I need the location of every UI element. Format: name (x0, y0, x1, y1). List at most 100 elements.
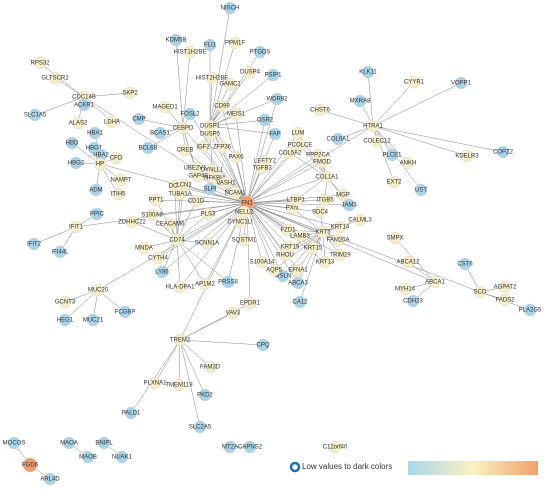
node-label: KLK11 (359, 70, 377, 76)
edge (83, 92, 131, 98)
node-label: HBD (66, 141, 79, 147)
node-label: COPZ2 (493, 150, 514, 156)
node (342, 198, 356, 212)
edge (83, 96, 248, 204)
node-label: EFNA1 (288, 268, 308, 274)
node (115, 450, 129, 464)
node-label: PPP2CA (306, 153, 330, 159)
node (366, 119, 380, 133)
node-label: FOSL2 (180, 112, 200, 118)
node (428, 275, 442, 289)
node (496, 145, 510, 159)
edge (179, 193, 248, 204)
edge (209, 77, 213, 127)
node (183, 107, 197, 121)
node (498, 280, 512, 294)
node-label: IFI44L (51, 250, 69, 256)
node-label: KDM5B (166, 38, 187, 44)
node-label: SQSTM1 (232, 238, 257, 244)
node-label: NUAK1 (112, 455, 133, 461)
edge (299, 231, 324, 303)
node (198, 388, 212, 402)
node-label: CMP (132, 117, 145, 123)
edge (372, 82, 462, 127)
legend-icon (289, 461, 301, 473)
edge (246, 176, 328, 204)
edge (209, 119, 266, 127)
node (268, 127, 282, 141)
node (331, 132, 345, 146)
node-label: HIST1H2BE (174, 50, 207, 56)
edge (209, 42, 236, 127)
node (226, 306, 240, 320)
node-label: DCT (169, 184, 182, 190)
node (278, 248, 292, 262)
node (196, 140, 210, 154)
node (137, 241, 151, 255)
node (77, 98, 91, 112)
node (388, 231, 402, 245)
edge (130, 339, 181, 414)
edge (372, 125, 504, 153)
node (170, 233, 184, 247)
node-label: CEBPD (173, 126, 194, 132)
node (228, 36, 242, 50)
edge (394, 237, 436, 283)
node-label: HBA1 (87, 131, 103, 137)
edge (75, 202, 248, 228)
node-label: CFD (110, 156, 123, 162)
node-label: PXN (286, 206, 298, 212)
node (153, 126, 167, 140)
node (293, 138, 307, 152)
node (208, 171, 222, 185)
node (124, 406, 138, 420)
node-label: PAX6 (229, 155, 245, 161)
node (71, 116, 85, 130)
node (173, 333, 187, 347)
node-label: HBG2 (68, 161, 85, 167)
node (223, 440, 237, 454)
node (215, 99, 229, 113)
node (243, 440, 257, 454)
node-label: NFKBIA (204, 176, 226, 182)
node-label: DUSP1 (200, 124, 221, 130)
edge (209, 71, 251, 127)
node-label: MGP (336, 193, 350, 199)
node-label: MSLN (275, 274, 292, 280)
edge (273, 231, 324, 271)
node (118, 305, 132, 319)
node (523, 303, 537, 317)
edge (235, 156, 248, 204)
edge (34, 96, 85, 116)
node (237, 233, 251, 247)
node (333, 248, 347, 262)
edge (176, 239, 206, 285)
node-label: TREM2 (170, 338, 191, 344)
node-label: SLPI (203, 187, 216, 193)
edge (246, 202, 284, 277)
node-label: MUC21 (83, 318, 104, 324)
node (28, 108, 42, 122)
node (203, 360, 217, 374)
node-label: PCOLCE (288, 143, 313, 149)
node (401, 255, 415, 269)
node (223, 1, 237, 15)
node (69, 220, 83, 234)
node (69, 156, 83, 170)
node (93, 157, 107, 171)
edge (154, 339, 181, 384)
node-label: CYTH4 (148, 256, 168, 262)
node (454, 76, 468, 90)
node (141, 141, 155, 155)
node (123, 86, 137, 100)
edge (179, 202, 248, 288)
node-label: WDR82 (266, 97, 288, 103)
node-label: NAMPT (111, 178, 132, 184)
edge (246, 202, 299, 284)
edge (39, 62, 85, 98)
node (111, 187, 125, 201)
node (237, 205, 251, 219)
node (223, 77, 237, 91)
edge (209, 125, 276, 135)
node (201, 207, 215, 221)
